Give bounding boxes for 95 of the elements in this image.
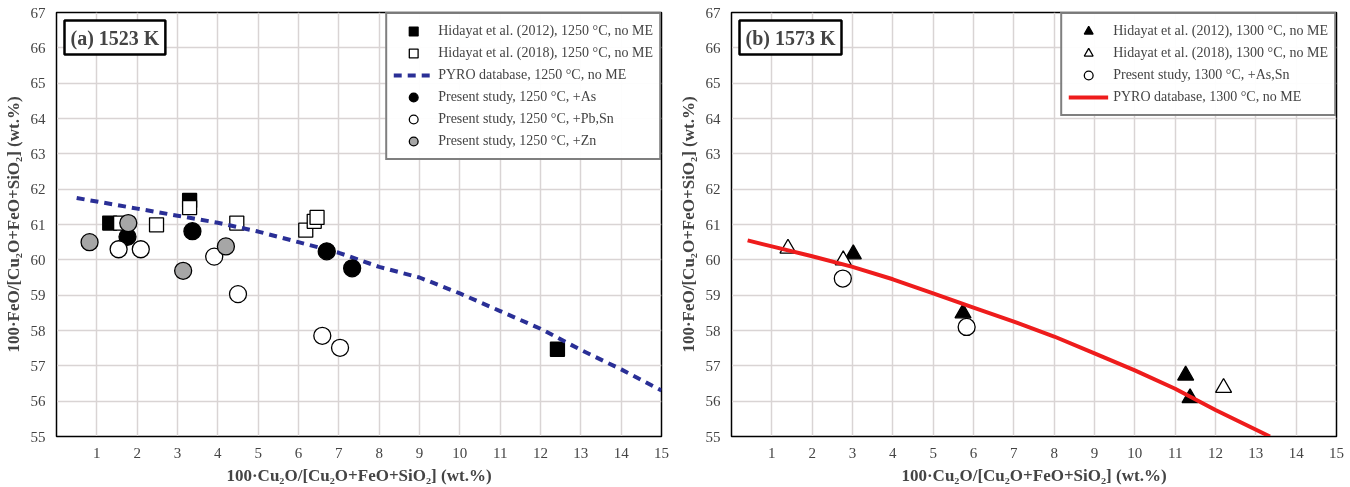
x-tick-label: 6 — [294, 444, 303, 461]
x-tick-label: 12 — [1208, 444, 1223, 461]
legend-label: Present study, 1300 °C, +As,Sn — [1113, 66, 1290, 84]
y-tick-label: 57 — [30, 357, 46, 374]
y-tick-label: 66 — [705, 39, 721, 56]
point — [954, 303, 972, 319]
y-tick-label: 59 — [705, 287, 721, 304]
y-tick-label: 56 — [30, 393, 46, 410]
x-tick-label: 6 — [969, 444, 978, 461]
x-tick-label: 4 — [214, 444, 223, 461]
point — [1177, 365, 1195, 381]
y-tick-label: 60 — [30, 251, 46, 268]
x-tick-label: 15 — [1329, 444, 1344, 461]
point — [309, 209, 325, 226]
legend-label: PYRO database, 1250 °C, no ME — [438, 66, 627, 84]
y-tick-label: 63 — [705, 145, 721, 162]
y-tick-label: 64 — [705, 110, 721, 127]
y-tick-label: 61 — [705, 216, 721, 233]
x-tick-label: 10 — [1127, 444, 1143, 461]
point — [80, 233, 99, 252]
x-tick-label: 13 — [573, 444, 589, 461]
point — [844, 244, 862, 260]
x-tick-label: 5 — [929, 444, 937, 461]
x-tick-label: 11 — [492, 444, 508, 461]
legend-label: Hidayat et al. (2018), 1250 °C, no ME — [438, 44, 653, 62]
legend-label: Hidayat et al. (2018), 1300 °C, no ME — [1113, 44, 1328, 62]
point — [342, 259, 362, 278]
y-tick-label: 67 — [705, 4, 721, 21]
y-tick-label: 64 — [30, 110, 46, 127]
x-tick-label: 1 — [93, 444, 101, 461]
point — [148, 217, 165, 233]
y-tick-label: 55 — [30, 428, 46, 445]
point — [119, 213, 138, 233]
y-tick-label: 67 — [30, 4, 46, 21]
x-tick-label: 7 — [335, 444, 344, 461]
point — [549, 341, 566, 357]
x-tick-label: 9 — [415, 444, 424, 461]
y-axis-title: 100·FeO/[Cu₂O+FeO+SiO₂] (wt.%) — [678, 96, 698, 353]
y-tick-label: 66 — [30, 39, 46, 56]
x-tick-label: 11 — [1167, 444, 1183, 461]
y-tick-label: 59 — [30, 287, 46, 304]
x-axis-title: 100·Cu₂O/[Cu₂O+FeO+SiO₂] (wt.%) — [226, 465, 492, 485]
point — [181, 199, 198, 216]
legend-label: Hidayat et al. (2012), 1300 °C, no ME — [1113, 22, 1328, 40]
x-tick-label: 4 — [889, 444, 898, 461]
point — [174, 261, 193, 280]
y-tick-label: 56 — [705, 393, 721, 410]
legend-label: PYRO database, 1300 °C, no ME — [1113, 88, 1302, 106]
y-tick-label: 61 — [30, 216, 46, 233]
x-tick-label: 8 — [1050, 444, 1058, 461]
y-tick-label: 62 — [705, 181, 721, 198]
y-tick-label: 65 — [705, 75, 721, 92]
y-tick-label: 65 — [30, 75, 46, 92]
y-tick-label: 60 — [705, 251, 721, 268]
point — [317, 242, 336, 261]
legend-label: Present study, 1250 °C, +Zn — [438, 132, 597, 150]
x-tick-label: 14 — [613, 444, 630, 461]
x-tick-label: 9 — [1090, 444, 1099, 461]
point — [330, 338, 350, 357]
annotation: (b) 1573 K — [745, 26, 836, 50]
line-series — [745, 238, 1272, 437]
legend-label: Present study, 1250 °C, +As — [438, 88, 597, 106]
point — [1214, 377, 1233, 394]
x-tick-label: 12 — [533, 444, 548, 461]
x-tick-label: 13 — [1248, 444, 1264, 461]
x-tick-label: 3 — [173, 444, 182, 461]
legend-label: Present study, 1250 °C, +Pb,Sn — [438, 110, 614, 128]
annotation: (a) 1523 K — [70, 26, 160, 50]
point — [131, 240, 150, 259]
legend-label: Hidayat et al. (2012), 1250 °C, no ME — [438, 22, 653, 40]
y-tick-label: 58 — [705, 322, 721, 339]
x-tick-label: 1 — [768, 444, 776, 461]
point — [109, 240, 128, 259]
x-tick-label: 15 — [654, 444, 669, 461]
x-axis-title: 100·Cu₂O/[Cu₂O+FeO+SiO₂] (wt.%) — [901, 465, 1167, 485]
y-tick-label: 57 — [705, 357, 721, 374]
x-tick-label: 7 — [1010, 444, 1019, 461]
point — [205, 247, 224, 266]
point — [313, 326, 332, 345]
y-tick-label: 55 — [705, 428, 721, 445]
line-series — [74, 196, 662, 393]
point — [183, 222, 202, 241]
x-tick-label: 2 — [808, 444, 816, 461]
point — [216, 237, 236, 256]
y-axis-title: 100·FeO/[Cu₂O+FeO+SiO₂] (wt.%) — [3, 96, 23, 353]
point — [228, 284, 248, 304]
y-tick-label: 58 — [30, 322, 46, 339]
x-tick-label: 2 — [133, 444, 141, 461]
x-tick-label: 3 — [848, 444, 857, 461]
x-tick-label: 14 — [1288, 444, 1305, 461]
x-tick-label: 8 — [375, 444, 383, 461]
y-tick-label: 63 — [30, 145, 46, 162]
y-tick-label: 62 — [30, 181, 46, 198]
x-tick-label: 10 — [452, 444, 468, 461]
x-tick-label: 5 — [254, 444, 262, 461]
